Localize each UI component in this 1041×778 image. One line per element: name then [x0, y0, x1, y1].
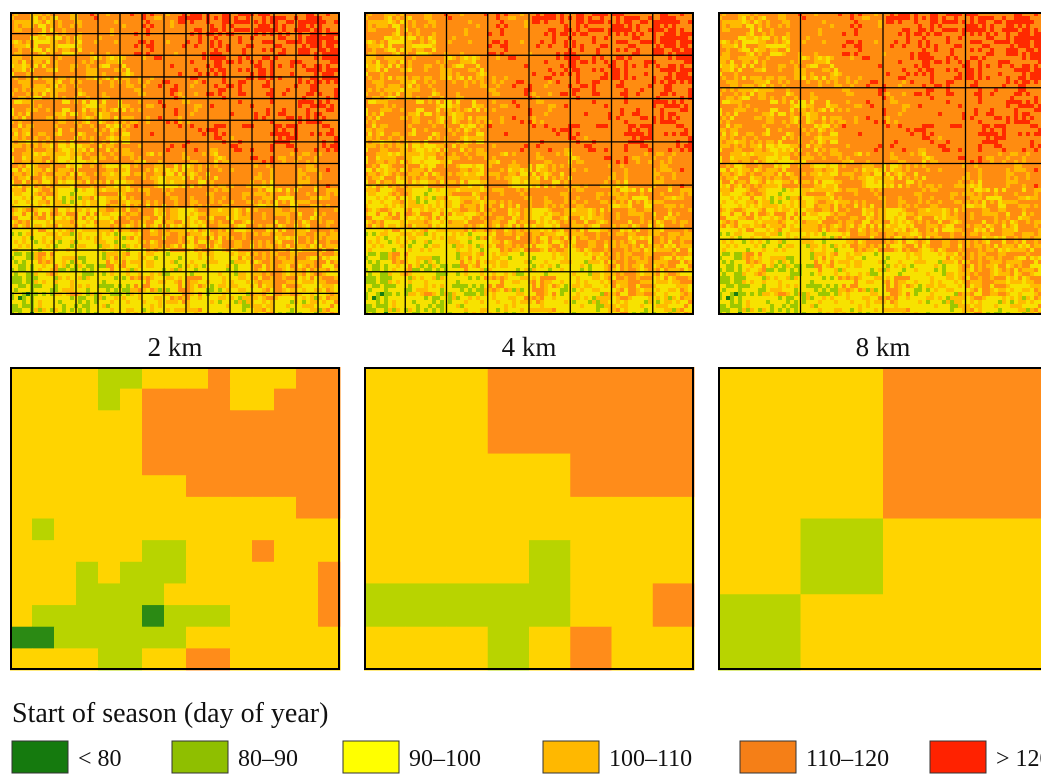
figure: 2 km 4 km 8 km Start of season (day of y…	[10, 12, 1041, 774]
